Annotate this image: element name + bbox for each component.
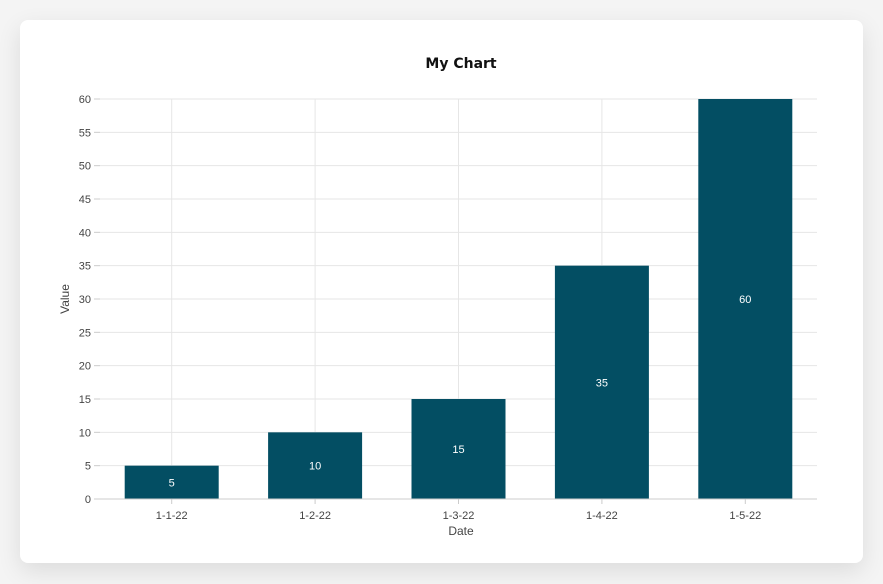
bar [698, 99, 793, 499]
y-tick-label: 0 [85, 494, 91, 506]
y-tick-label: 55 [79, 127, 91, 139]
bars: 5 10 15 35 60 [124, 99, 793, 499]
y-tick-label: 5 [85, 461, 91, 473]
bar-value-label: 10 [309, 461, 321, 473]
y-tick-label: 10 [79, 427, 91, 439]
bar [268, 432, 363, 499]
y-tick-label: 50 [79, 161, 91, 173]
y-axis-label: Value [58, 284, 72, 314]
x-axis-label: Date [448, 524, 474, 538]
x-tick-label: 1-3-22 [443, 510, 475, 522]
y-tick-label: 35 [79, 261, 91, 273]
bar-value-label: 15 [452, 444, 464, 456]
x-tick-label: 1-1-22 [156, 510, 188, 522]
bar-value-label: 35 [596, 377, 608, 389]
y-tick-label: 20 [79, 361, 91, 373]
y-axis-ticks: 0 5 10 15 20 25 30 35 40 45 50 55 60 [79, 94, 100, 506]
bar-value-label: 5 [169, 477, 175, 489]
y-tick-label: 45 [79, 194, 91, 206]
x-tick-label: 1-2-22 [299, 510, 331, 522]
bar [554, 265, 649, 499]
bar-value-label: 60 [739, 294, 751, 306]
chart-title: My Chart [425, 56, 497, 72]
x-axis-ticks: 1-1-22 1-2-22 1-3-22 1-4-22 1-5-22 [100, 498, 817, 522]
y-tick-label: 60 [79, 94, 91, 106]
x-tick-label: 1-5-22 [729, 510, 761, 522]
bar [411, 399, 506, 499]
y-tick-label: 40 [79, 227, 91, 239]
y-tick-label: 15 [79, 394, 91, 406]
y-tick-label: 25 [79, 327, 91, 339]
x-tick-label: 1-4-22 [586, 510, 618, 522]
bar [124, 465, 219, 499]
y-tick-label: 30 [79, 294, 91, 306]
